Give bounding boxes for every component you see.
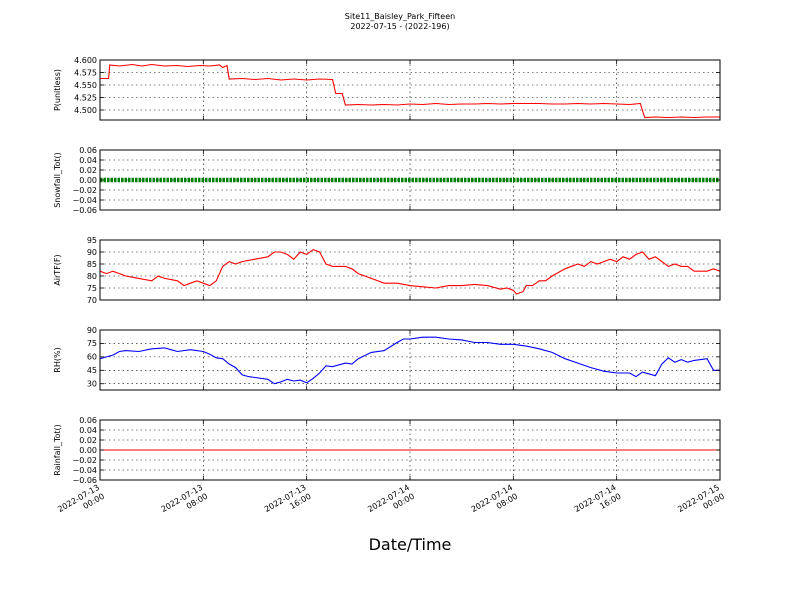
- y-axis-label: Snowfall_Tot(): [53, 152, 62, 208]
- y-axis-label: P(unitless): [53, 69, 62, 111]
- y-tick-label: −0.04: [72, 466, 97, 475]
- chart-title: Site11_Baisley_Park_Fifteen: [345, 12, 455, 21]
- x-axis: 2022-07-1300:00 2022-07-1308:00 2022-07-13…: [56, 483, 726, 523]
- y-tick-label: 4.600: [74, 56, 97, 65]
- y-tick-label: −0.06: [72, 476, 97, 485]
- chart-subtitle: 2022-07-15 - (2022-196): [350, 22, 449, 31]
- x-tick-label: 2022-07-1400:00: [366, 483, 416, 523]
- y-axis-label: RH(%): [53, 347, 62, 372]
- y-tick-label: 0.02: [79, 166, 97, 175]
- series-line: [99, 248, 721, 295]
- y-tick-label: 0.00: [79, 176, 97, 185]
- panel-3: 70 75 80 85 90 95 AirTF(F): [53, 236, 721, 305]
- panels-group: 4.500 4.525 4.550 4.575 4.600 P(unitless) −0.0…: [53, 56, 721, 485]
- series-line: [99, 336, 720, 385]
- y-tick-label: 90: [87, 326, 97, 335]
- y-axis-label: AirTF(F): [53, 254, 62, 285]
- y-tick-label: 60: [87, 353, 97, 362]
- x-tick-label: 2022-07-1308:00: [160, 483, 210, 523]
- x-tick-label: 2022-07-1300:00: [56, 483, 106, 523]
- y-tick-label: −0.02: [72, 456, 97, 465]
- y-tick-label: 70: [87, 296, 97, 305]
- y-tick-label: 4.500: [74, 106, 97, 115]
- series-line: [100, 63, 720, 119]
- x-tick-label: 2022-07-1316:00: [263, 483, 313, 523]
- y-tick-label: 95: [87, 236, 97, 245]
- y-tick-label: 0.04: [79, 426, 97, 435]
- y-tick-label: −0.04: [72, 196, 97, 205]
- panel-2: −0.06−0.04−0.020.000.020.040.06 Snowfall_…: [53, 146, 721, 215]
- y-tick-label: 45: [87, 366, 97, 375]
- y-tick-label: 0.06: [79, 416, 97, 425]
- y-tick-label: 80: [87, 272, 97, 281]
- y-tick-label: 4.550: [74, 81, 97, 90]
- panel-1: 4.500 4.525 4.550 4.575 4.600 P(unitless): [53, 56, 721, 121]
- y-tick-label: 0.00: [79, 446, 97, 455]
- y-tick-label: 0.06: [79, 146, 97, 155]
- y-tick-label: 30: [87, 380, 97, 389]
- panel-5: −0.06−0.04−0.020.000.020.040.06 Rainfall_…: [53, 416, 721, 485]
- y-tick-label: 0.02: [79, 436, 97, 445]
- x-axis-label: Date/Time: [369, 535, 452, 554]
- y-tick-label: 75: [87, 339, 97, 348]
- y-tick-label: 0.04: [79, 156, 97, 165]
- y-tick-label: 90: [87, 248, 97, 257]
- y-axis-label: Rainfall_Tot(): [53, 424, 62, 476]
- panel-4: 30 45 60 75 90 RH(%): [53, 326, 721, 391]
- y-tick-label: −0.06: [72, 206, 97, 215]
- y-tick-label: 85: [87, 260, 97, 269]
- x-tick-label: 2022-07-1408:00: [470, 483, 520, 523]
- y-tick-label: 75: [87, 284, 97, 293]
- y-tick-label: 4.575: [74, 68, 97, 77]
- x-tick-label: 2022-07-1416:00: [573, 483, 623, 523]
- y-tick-label: −0.02: [72, 186, 97, 195]
- y-tick-label: 4.525: [74, 93, 97, 102]
- x-tick-label: 2022-07-1500:00: [676, 483, 726, 523]
